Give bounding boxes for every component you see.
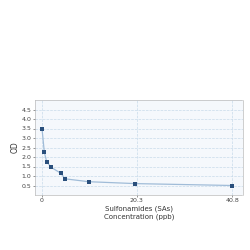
Point	[63, 177, 67, 181]
Point	[42, 150, 46, 154]
Point	[45, 160, 49, 164]
Point	[49, 166, 53, 170]
Point	[133, 182, 137, 186]
Point	[86, 180, 90, 184]
Point	[40, 126, 44, 130]
X-axis label: Sulfonamides (SAs)
Concentration (ppb): Sulfonamides (SAs) Concentration (ppb)	[104, 206, 174, 220]
Point	[59, 171, 63, 175]
Point	[230, 184, 234, 188]
Y-axis label: OD: OD	[10, 142, 20, 153]
